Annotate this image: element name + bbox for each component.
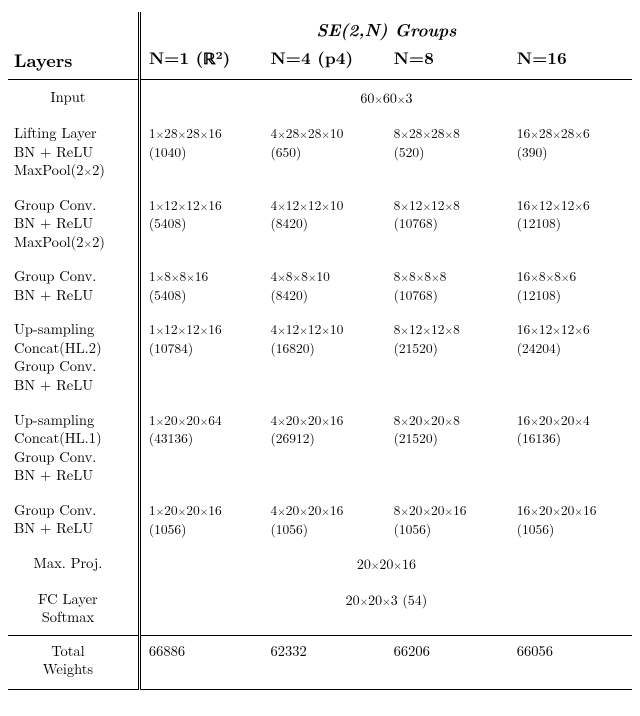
table-row: Group Conv.BN + ReLU1×8×8×16(5408)4×8×8×… [8, 259, 632, 312]
row-cell: 4×8×8×10(8420) [262, 259, 385, 312]
row-cell: 16×20×20×4(16136) [509, 403, 632, 493]
row-span-cell: 20×20×16 [139, 546, 632, 582]
row-cell: 8×12×12×8(10768) [386, 188, 509, 260]
totals-cell-0: 66886 [139, 635, 262, 689]
row-label: Up-samplingConcat(HL.2)Group Conv.BN + R… [8, 312, 139, 402]
row-cell: 1×20×20×16(1056) [139, 493, 262, 546]
row-cell: 1×28×28×16(1040) [139, 116, 262, 188]
table-row: Input60×60×3 [8, 80, 632, 117]
row-cell: 16×28×28×6(390) [509, 116, 632, 188]
row-label: Input [8, 80, 139, 117]
header-col-1: N=4 (p4) [262, 44, 385, 80]
header-col-2: N=8 [386, 44, 509, 80]
totals-cell-2: 66206 [386, 635, 509, 689]
row-cell: 8×8×8×8(10768) [386, 259, 509, 312]
header-col-0: N=1 (ℝ²) [139, 44, 262, 80]
table-row: Up-samplingConcat(HL.2)Group Conv.BN + R… [8, 312, 632, 402]
row-cell: 4×12×12×10(8420) [262, 188, 385, 260]
totals-cell-3: 66056 [509, 635, 632, 689]
table-row: Up-samplingConcat(HL.1)Group Conv.BN + R… [8, 403, 632, 493]
row-cell: 8×20×20×16(1056) [386, 493, 509, 546]
row-label: Group Conv.BN + ReLU [8, 493, 139, 546]
row-cell: 1×8×8×16(5408) [139, 259, 262, 312]
row-cell: 16×12×12×6(12108) [509, 188, 632, 260]
row-cell: 4×20×20×16(1056) [262, 493, 385, 546]
row-span-cell: 20×20×3 (54) [139, 582, 632, 636]
architecture-table: SE(2,N) Groups Layers N=1 (ℝ²) N=4 (p4) … [8, 12, 632, 690]
row-span-cell: 60×60×3 [139, 80, 632, 117]
table-row: Max. Proj.20×20×16 [8, 546, 632, 582]
table-row: Group Conv.BN + ReLUMaxPool(2×2)1×12×12×… [8, 188, 632, 260]
row-cell: 16×20×20×16(1056) [509, 493, 632, 546]
header-layers: Layers [8, 44, 139, 80]
row-label: Group Conv.BN + ReLUMaxPool(2×2) [8, 188, 139, 260]
row-cell: 16×12×12×6(24204) [509, 312, 632, 402]
row-cell: 1×12×12×16(5408) [139, 188, 262, 260]
row-cell: 8×28×28×8(520) [386, 116, 509, 188]
row-cell: 8×20×20×8(21520) [386, 403, 509, 493]
row-cell: 16×8×8×6(12108) [509, 259, 632, 312]
totals-cell-1: 62332 [262, 635, 385, 689]
header-col-3: N=16 [509, 44, 632, 80]
totals-row: TotalWeights 66886 62332 66206 66056 [8, 635, 632, 689]
table-row: Group Conv.BN + ReLU1×20×20×16(1056)4×20… [8, 493, 632, 546]
row-label: FC LayerSoftmax [8, 582, 139, 636]
row-label: Up-samplingConcat(HL.1)Group Conv.BN + R… [8, 403, 139, 493]
totals-label: TotalWeights [8, 635, 139, 689]
row-label: Lifting LayerBN + ReLUMaxPool(2×2) [8, 116, 139, 188]
row-cell: 1×12×12×16(10784) [139, 312, 262, 402]
row-cell: 4×20×20×16(26912) [262, 403, 385, 493]
row-cell: 4×12×12×10(16820) [262, 312, 385, 402]
row-label: Max. Proj. [8, 546, 139, 582]
header-super: SE(2,N) Groups [139, 12, 632, 44]
row-cell: 4×28×28×10(650) [262, 116, 385, 188]
header-row: Layers N=1 (ℝ²) N=4 (p4) N=8 N=16 [8, 44, 632, 80]
table-row: Lifting LayerBN + ReLUMaxPool(2×2)1×28×2… [8, 116, 632, 188]
row-cell: 1×20×20×64(43136) [139, 403, 262, 493]
table-row: FC LayerSoftmax20×20×3 (54) [8, 582, 632, 636]
header-super-row: SE(2,N) Groups [8, 12, 632, 44]
row-cell: 8×12×12×8(21520) [386, 312, 509, 402]
row-label: Group Conv.BN + ReLU [8, 259, 139, 312]
